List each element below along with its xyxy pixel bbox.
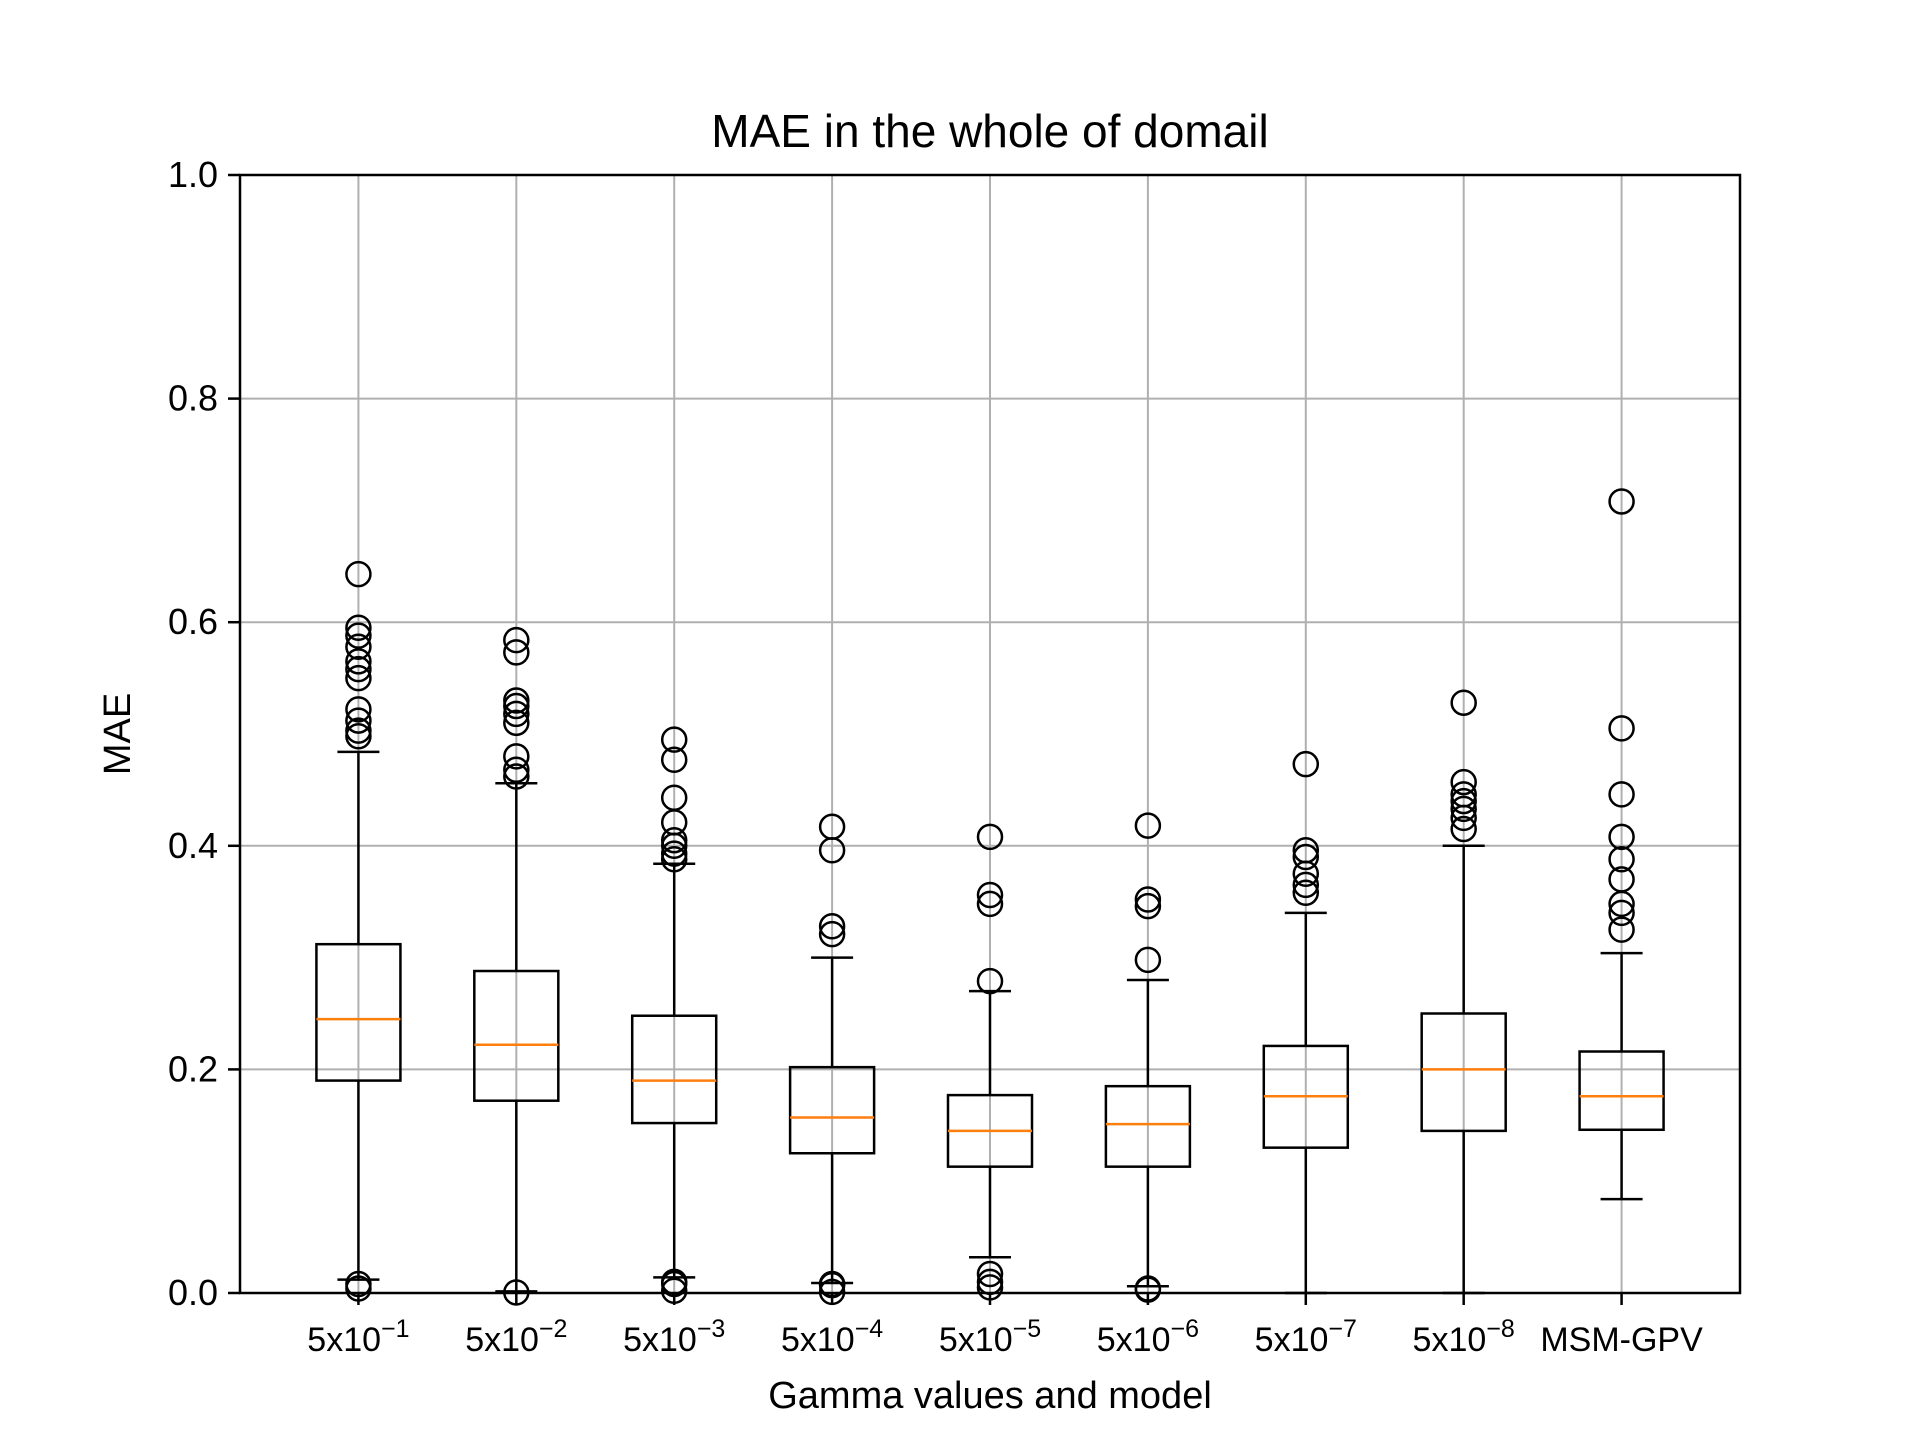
x-tick-label: 5x10−3 [623, 1315, 725, 1359]
outlier-point [976, 881, 1004, 909]
y-tick-label: 0.4 [168, 825, 218, 866]
ticks: 0.0 0.2 0.4 0.6 0.8 1.0 5x10−1 5x10−2 5x10−3 5x10… [168, 154, 1703, 1359]
outlier-point [345, 648, 372, 675]
outlier-point [1450, 787, 1477, 815]
box-group [946, 823, 1034, 1301]
y-tick-label: 0.0 [168, 1272, 218, 1313]
outlier-point [1292, 750, 1320, 778]
outlier-point [503, 709, 530, 737]
outlier-point [1134, 946, 1162, 974]
y-tick-label: 0.8 [168, 378, 218, 419]
outlier-point [976, 890, 1004, 918]
outlier-point [818, 913, 846, 940]
x-tick-label: 5x10−5 [939, 1315, 1041, 1359]
box-group [1104, 812, 1192, 1303]
box [473, 969, 560, 1102]
x-axis-label: Gamma values and model [768, 1375, 1212, 1417]
y-tick-label: 1.0 [168, 154, 218, 195]
outlier-point [345, 655, 372, 683]
outlier-point [976, 823, 1004, 851]
x-tick-label: 5x10−6 [1097, 1315, 1199, 1359]
box [788, 1065, 876, 1155]
outlier-point [818, 920, 846, 948]
outlier-point [503, 639, 530, 666]
y-tick-label: 0.2 [168, 1048, 218, 1089]
outlier-point [1450, 804, 1477, 832]
outlier-point [1608, 899, 1635, 927]
outlier-point [660, 746, 688, 773]
x-tick-label: 5x10−7 [1255, 1315, 1357, 1359]
outlier-point [1608, 916, 1635, 943]
outlier-point [1450, 768, 1477, 796]
outlier-point [1608, 715, 1635, 742]
box [1420, 1012, 1507, 1133]
outlier-point [1292, 860, 1320, 887]
x-tick-label: 5x10−1 [307, 1315, 409, 1359]
outlier-point [345, 560, 372, 588]
outlier-point [1450, 795, 1477, 823]
box-group [1262, 750, 1350, 1295]
outlier-point [1608, 823, 1635, 851]
chart-title: MAE in the whole of domail [711, 105, 1268, 157]
outlier-point [1292, 879, 1320, 907]
outlier-point [503, 700, 530, 728]
outlier-point [1608, 890, 1635, 918]
outlier-point [345, 614, 372, 642]
x-tick-label: MSM-GPV [1540, 1321, 1703, 1359]
box-group [630, 726, 718, 1305]
outlier-point [503, 756, 530, 784]
outlier-point [345, 633, 372, 661]
box [630, 1014, 718, 1125]
x-tick-label: 5x10−4 [781, 1315, 883, 1359]
box [315, 942, 402, 1082]
outlier-point [1134, 886, 1162, 913]
outlier-point [345, 664, 372, 692]
outlier-point [503, 763, 530, 790]
boxes [315, 488, 1665, 1306]
outlier-point [1134, 892, 1162, 920]
outlier-point [345, 696, 372, 723]
x-tick-label: 5x10−2 [465, 1315, 567, 1359]
box-group [315, 560, 402, 1302]
outlier-point [660, 845, 688, 873]
outlier-point [1450, 689, 1477, 716]
outlier-point [1134, 812, 1162, 839]
outlier-point [660, 726, 688, 753]
outlier-point [1292, 843, 1320, 871]
outlier-point [818, 837, 846, 864]
outlier-point [503, 626, 530, 654]
outlier-point [503, 692, 530, 720]
outlier-point [1450, 815, 1477, 843]
outlier-point [976, 1260, 1004, 1288]
outlier-point [1292, 871, 1320, 899]
outlier-point [660, 832, 688, 860]
outlier-point [1608, 488, 1635, 515]
outlier-point [1608, 845, 1635, 873]
x-tick-label: 5x10−8 [1413, 1315, 1515, 1359]
outlier-point [345, 707, 372, 734]
grid [240, 174, 1740, 1294]
outlier-point [345, 622, 372, 649]
outlier-point [1608, 781, 1635, 808]
y-tick-label: 0.6 [168, 601, 218, 642]
box-group [473, 626, 560, 1306]
box [1104, 1084, 1192, 1168]
outlier-point [976, 967, 1004, 995]
outlier-point [345, 722, 372, 750]
box [1578, 1050, 1665, 1132]
y-axis-label: MAE [97, 693, 139, 775]
box-group [1578, 488, 1665, 1201]
outlier-point [503, 743, 530, 770]
